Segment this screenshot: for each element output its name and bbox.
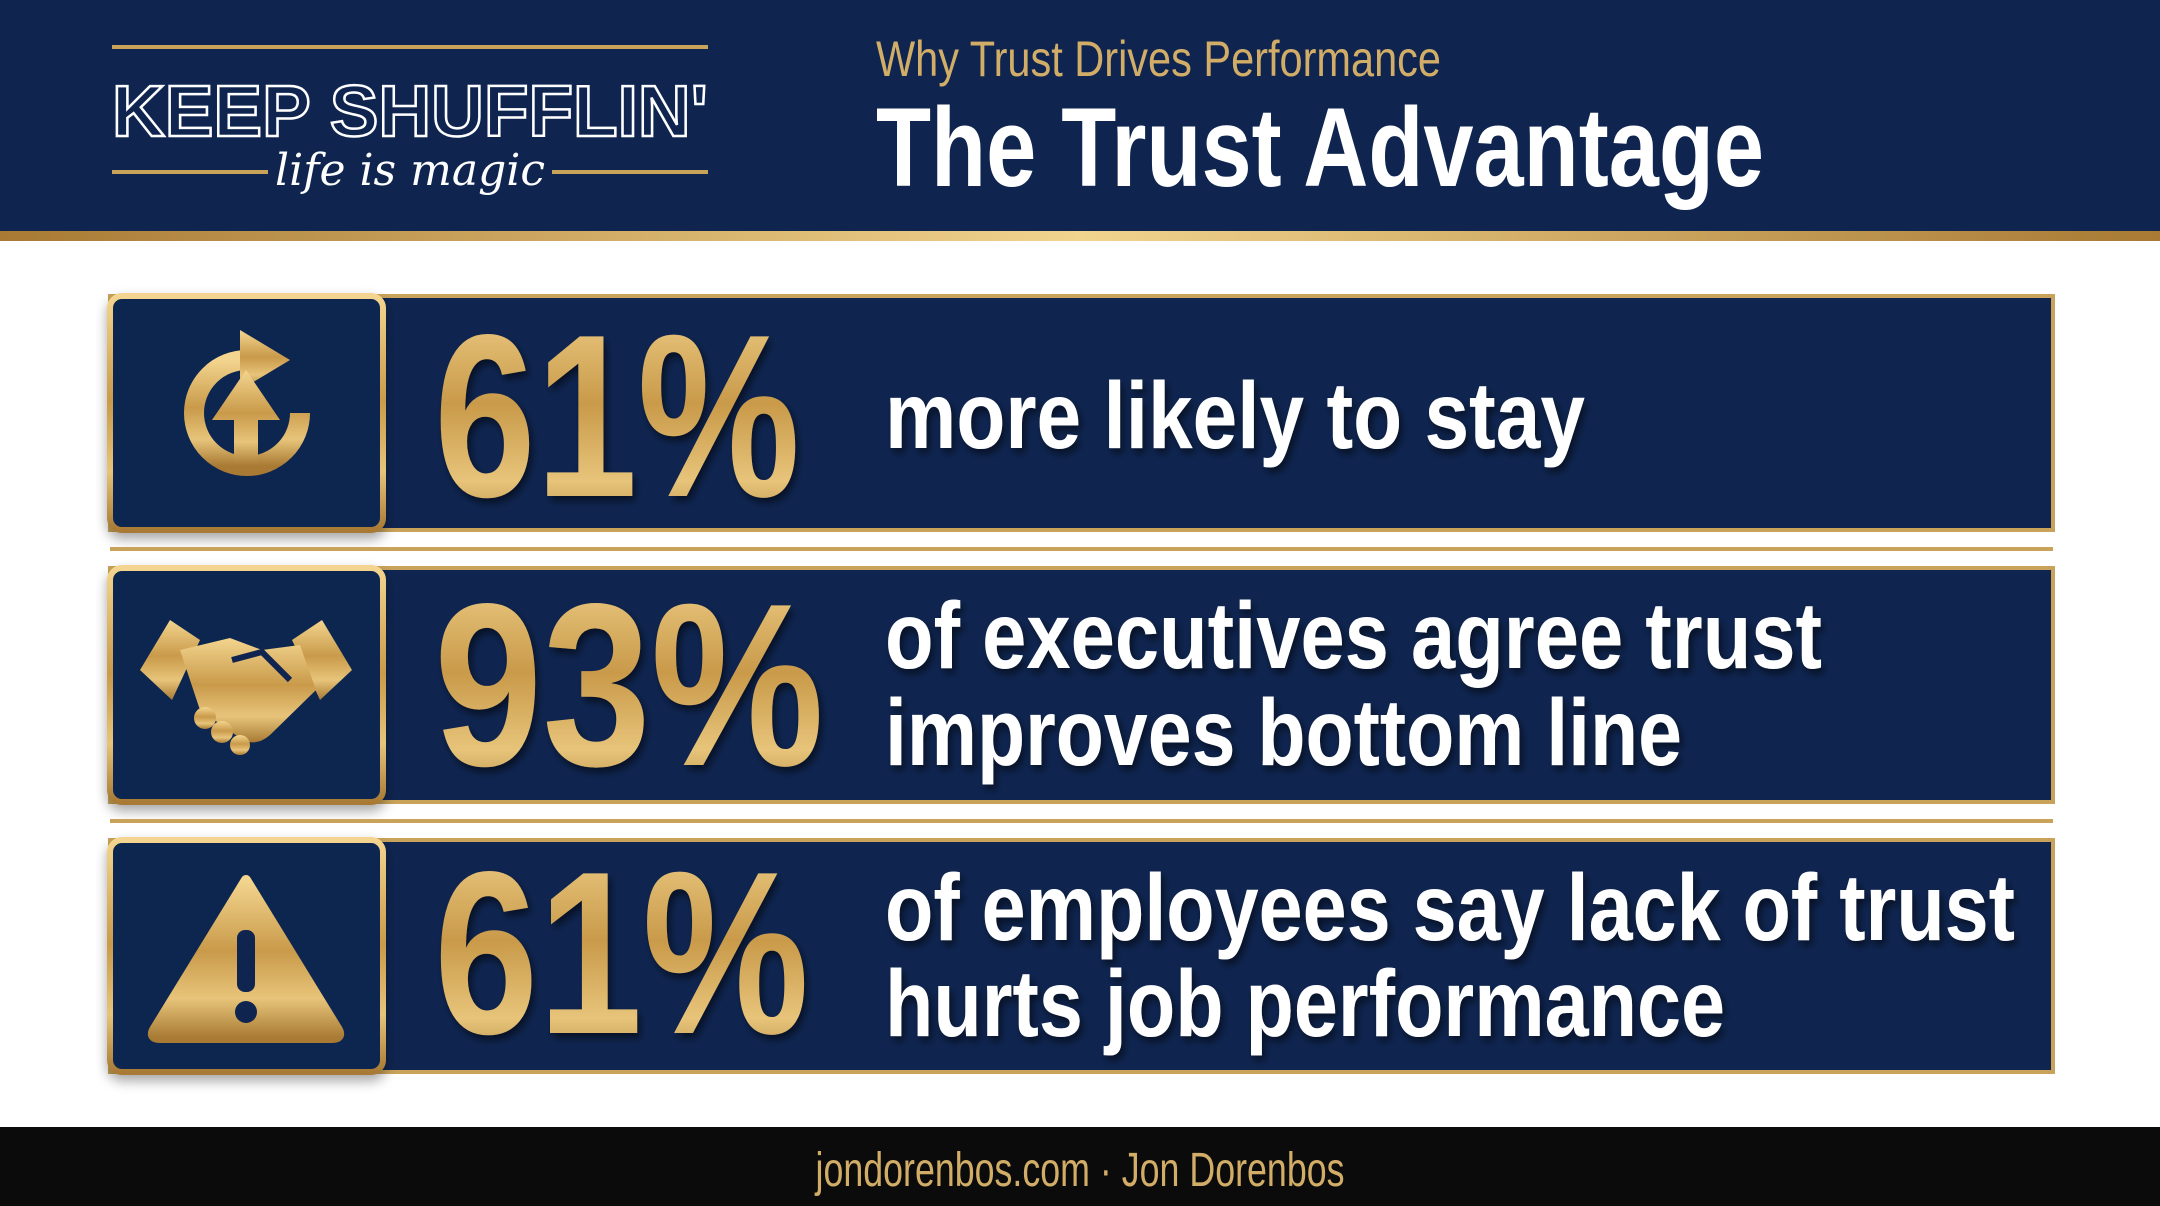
footer-text: jondorenbos.com · Jon Dorenbos [814,1144,1344,1197]
exclamation [237,930,255,992]
stat-text: more likely to stay [885,363,1585,469]
warning-icon [147,875,345,1043]
retention-icon [184,330,310,476]
finger [230,735,250,755]
stat-text: of employees say lack of trust [885,855,2015,961]
cuff-right [292,620,352,700]
row-panel [108,294,2055,532]
circle-arrow [184,350,310,476]
title: The Trust Advantage [876,85,1764,210]
header-rule [0,231,2160,241]
logo-name: KEEP SHUFFLIN' [112,72,708,152]
up-arrow [212,370,280,466]
stat-text: of executives agree trust [885,583,1822,689]
stat-row: 93% of executives agree trust improves b… [107,556,2055,815]
logo-tagline: life is magic [275,145,545,196]
hand-line [231,648,293,683]
stat-row: 61% more likely to stay [107,287,2055,546]
finger [194,707,216,729]
finger [211,721,233,743]
exclamation-dot [235,1001,257,1023]
stat-row: 61% of employees say lack of trust hurts… [107,824,2055,1083]
subtitle: Why Trust Drives Performance [876,31,1441,87]
handshake-icon [140,620,352,755]
stat-text: improves bottom line [885,680,1682,786]
header-band [0,0,2160,231]
stat-figure: 61% [434,287,800,546]
row-panel [108,566,2055,804]
footer-band [0,1127,2160,1206]
stat-text: hurts job performance [885,951,1725,1057]
stat-figure: 93% [434,556,824,815]
cuff-left [140,620,200,700]
arrow-head [240,330,290,390]
stat-figure: 61% [434,824,809,1083]
